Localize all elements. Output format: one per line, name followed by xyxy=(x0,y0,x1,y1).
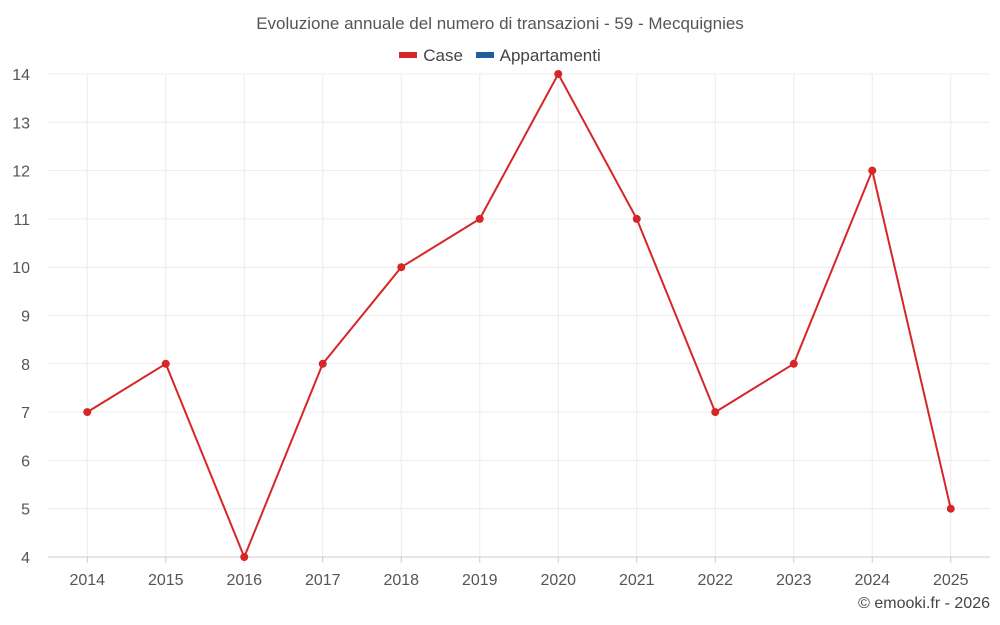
y-tick-label-4: 4 xyxy=(21,550,30,567)
data-point-case-2019 xyxy=(475,214,484,223)
data-point-case-2024 xyxy=(868,166,877,175)
data-point-case-2014 xyxy=(83,408,92,417)
data-point-case-2015 xyxy=(161,359,170,368)
data-point-case-2023 xyxy=(789,359,798,368)
y-tick-label-10: 10 xyxy=(12,260,30,277)
legend: Case Appartamenti xyxy=(0,45,1000,66)
legend-label-case: Case xyxy=(423,45,463,65)
data-point-case-2025 xyxy=(946,504,955,513)
data-point-case-2018 xyxy=(397,263,406,272)
y-tick-label-13: 13 xyxy=(12,115,30,132)
y-tick-label-8: 8 xyxy=(21,357,30,374)
x-tick-label-2022: 2022 xyxy=(697,572,733,589)
credit-text: © emooki.fr - 2026 xyxy=(858,595,990,612)
y-tick-label-7: 7 xyxy=(21,405,30,422)
legend-swatch-appartamenti xyxy=(475,52,494,59)
x-tick-label-2023: 2023 xyxy=(776,572,812,589)
chart-title: Evoluzione annuale del numero di transaz… xyxy=(256,14,744,33)
x-tick-label-2020: 2020 xyxy=(540,572,576,589)
x-tick-label-2015: 2015 xyxy=(148,572,184,589)
x-tick-label-2018: 2018 xyxy=(383,572,419,589)
x-tick-label-2021: 2021 xyxy=(619,572,655,589)
x-tick-label-2016: 2016 xyxy=(226,572,262,589)
y-tick-label-9: 9 xyxy=(21,309,30,326)
data-point-case-2022 xyxy=(711,408,720,417)
data-point-case-2017 xyxy=(318,359,327,368)
x-tick-label-2014: 2014 xyxy=(69,572,105,589)
legend-swatch-case xyxy=(399,52,418,59)
y-tick-label-6: 6 xyxy=(21,453,30,470)
data-point-case-2020 xyxy=(554,70,563,78)
data-point-case-2021 xyxy=(632,214,641,223)
series-line-case xyxy=(86,73,952,558)
legend-item-appartamenti[interactable]: Appartamenti xyxy=(475,45,601,66)
y-tick-label-14: 14 xyxy=(12,67,30,84)
x-tick-label-2025: 2025 xyxy=(933,572,969,589)
y-tick-label-5: 5 xyxy=(21,502,30,519)
x-tick-label-2024: 2024 xyxy=(854,572,890,589)
legend-item-case[interactable]: Case xyxy=(399,46,463,66)
data-point-case-2016 xyxy=(240,553,249,561)
y-tick-label-11: 11 xyxy=(13,212,30,229)
series-layer xyxy=(83,70,955,561)
axes: 4 5 6 7 8 9 10 11 12 13 14 2014 2015 2016 2017 2018 2019… xyxy=(12,67,990,589)
y-tick-label-12: 12 xyxy=(12,164,30,181)
x-tick-label-2017: 2017 xyxy=(305,572,341,589)
legend-label-appartamenti: Appartamenti xyxy=(499,45,601,65)
x-tick-label-2019: 2019 xyxy=(462,572,498,589)
